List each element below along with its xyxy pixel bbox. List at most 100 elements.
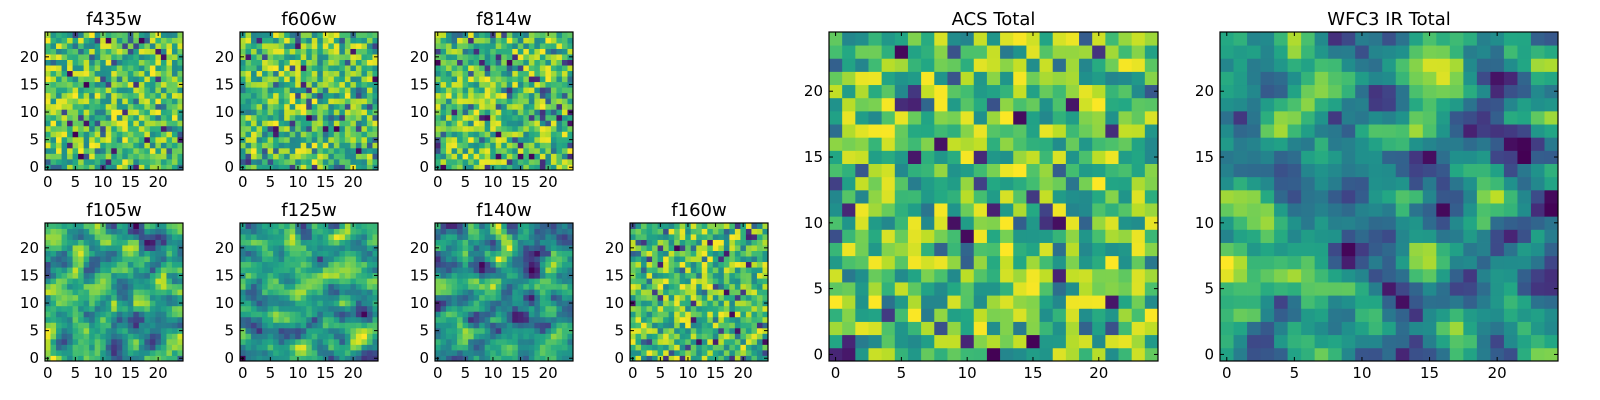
- heatmap-cell: [273, 81, 280, 88]
- heatmap-cell: [50, 256, 57, 263]
- heatmap-cell: [306, 48, 313, 55]
- heatmap-cell: [111, 98, 118, 105]
- heatmap-cell: [907, 203, 922, 217]
- heatmap-cell: [278, 355, 285, 362]
- heatmap-cell: [762, 256, 769, 263]
- heatmap-cell: [641, 338, 647, 345]
- heatmap-cell: [133, 54, 140, 60]
- heatmap-cell: [300, 228, 307, 235]
- heatmap-cell: [751, 239, 758, 246]
- heatmap-cell: [344, 327, 351, 334]
- heatmap-cell: [646, 283, 653, 290]
- heatmap-cell: [339, 355, 346, 362]
- heatmap-cell: [451, 333, 458, 340]
- heatmap-cell: [646, 223, 653, 229]
- heatmap-cell: [133, 81, 140, 88]
- heatmap-cell: [262, 114, 268, 121]
- heatmap-cell: [539, 158, 546, 165]
- heatmap-cell: [479, 92, 486, 99]
- heatmap-cell: [674, 245, 681, 251]
- heatmap-cell: [166, 65, 173, 72]
- heatmap-cell: [160, 311, 167, 318]
- heatmap-cell: [756, 239, 763, 246]
- heatmap-cell: [361, 245, 368, 251]
- heatmap-cell: [72, 158, 79, 165]
- heatmap-cell: [473, 294, 480, 301]
- heatmap-cell: [149, 76, 156, 83]
- heatmap-cell: [468, 250, 475, 257]
- heatmap-cell: [696, 316, 703, 323]
- heatmap-cell: [105, 272, 112, 279]
- heatmap-cell: [435, 125, 441, 132]
- heatmap-cell: [278, 81, 285, 88]
- heatmap-cell: [355, 120, 362, 127]
- heatmap-cell: [100, 48, 107, 55]
- heatmap-cell: [240, 311, 246, 318]
- heatmap-cell: [322, 338, 329, 345]
- heatmap-cell: [171, 283, 178, 290]
- heatmap-cell: [534, 234, 541, 240]
- heatmap-cell: [907, 229, 922, 243]
- heatmap-cell: [729, 311, 736, 318]
- heatmap-cell: [473, 278, 480, 285]
- heatmap-cell: [490, 272, 497, 279]
- heatmap-cell: [300, 267, 307, 274]
- heatmap-cell: [473, 142, 480, 149]
- heatmap-cell: [707, 239, 714, 246]
- heatmap-cell: [723, 322, 730, 329]
- heatmap-cell: [78, 228, 85, 235]
- heatmap-cell: [361, 65, 368, 72]
- heatmap-cell: [762, 322, 769, 329]
- heatmap-cell: [550, 65, 557, 72]
- heatmap-cell: [435, 311, 441, 318]
- heatmap-cell: [528, 300, 535, 307]
- heatmap-cell: [372, 283, 379, 290]
- heatmap-cell: [56, 278, 62, 285]
- heatmap-cell: [278, 322, 285, 329]
- heatmap-cell: [361, 142, 368, 149]
- heatmap-cell: [435, 256, 441, 263]
- heatmap-cell: [960, 295, 975, 309]
- heatmap-cell: [289, 120, 296, 127]
- heatmap-cell: [344, 300, 351, 307]
- heatmap-cell: [756, 338, 763, 345]
- heatmap-cell: [506, 349, 513, 356]
- heatmap-cell: [1105, 189, 1119, 204]
- heatmap-cell: [89, 153, 96, 160]
- heatmap-cell: [127, 43, 134, 49]
- heatmap-cell: [1079, 242, 1093, 257]
- heatmap-cell: [317, 81, 324, 88]
- heatmap-cell: [534, 54, 541, 60]
- heatmap-cell: [567, 142, 574, 149]
- heatmap-cell: [451, 228, 458, 235]
- heatmap-cell: [78, 322, 85, 329]
- heatmap-cell: [1052, 176, 1067, 191]
- heatmap-cell: [679, 349, 686, 356]
- heatmap-cell: [506, 344, 513, 351]
- heatmap-cell: [339, 344, 346, 351]
- heatmap-cell: [256, 239, 263, 246]
- heatmap-cell: [50, 70, 57, 77]
- heatmap-cell: [72, 37, 79, 44]
- heatmap-cell: [50, 98, 57, 105]
- heatmap-cell: [105, 316, 112, 323]
- heatmap-cell: [534, 338, 541, 345]
- heatmap-cell: [550, 131, 557, 138]
- heatmap-cell: [663, 333, 670, 340]
- heatmap-cell: [1065, 282, 1080, 296]
- heatmap-cell: [366, 32, 373, 38]
- heatmap-cell: [523, 158, 530, 165]
- heatmap-cell: [567, 76, 574, 83]
- heatmap-cell: [435, 333, 441, 340]
- heatmap-cell: [490, 333, 497, 340]
- heatmap-cell: [116, 355, 123, 362]
- heatmap-cell: [245, 261, 252, 268]
- heatmap-cell: [116, 92, 123, 99]
- heatmap-cell: [1092, 295, 1106, 309]
- heatmap-cell: [300, 37, 307, 44]
- heatmap-cell: [361, 70, 368, 77]
- heatmap-cell: [501, 344, 508, 351]
- heatmap-cell: [718, 311, 725, 318]
- heatmap-cell: [322, 136, 329, 143]
- heatmap-cell: [679, 322, 686, 329]
